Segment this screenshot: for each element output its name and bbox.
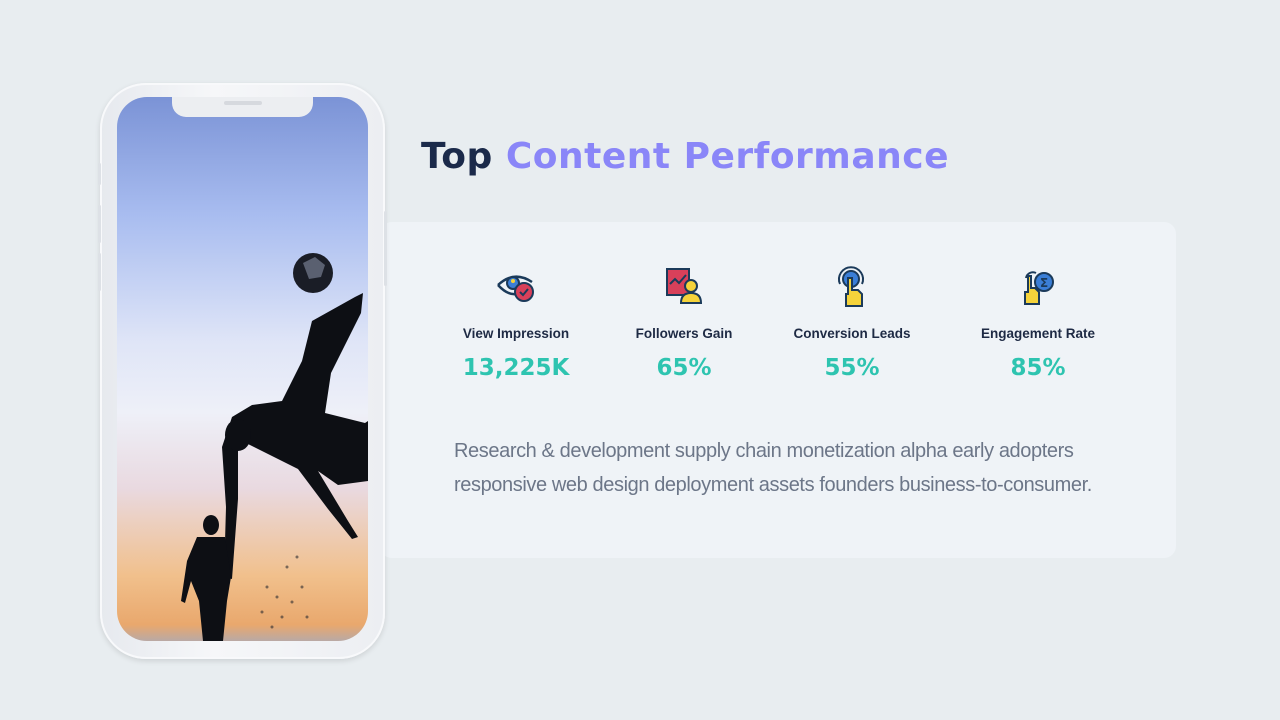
stat-label: Conversion Leads	[793, 326, 911, 341]
phone-volume-down-button	[98, 253, 101, 291]
stat-value: 13,225K	[462, 355, 570, 381]
description-text: Research & development supply chain mone…	[454, 440, 1092, 496]
stat-view-impression: View Impression 13,225K	[426, 262, 606, 381]
stat-value: 85%	[1010, 355, 1066, 381]
phone-volume-up-button	[98, 205, 101, 243]
tap-finger-icon	[762, 262, 942, 310]
kicker-silhouette	[222, 293, 368, 579]
bystander-silhouette	[181, 515, 231, 641]
title-part-dark: Top	[421, 136, 493, 177]
stat-label: Engagement Rate	[980, 326, 1096, 341]
stat-followers-gain: Followers Gain 65%	[594, 262, 774, 381]
chart-user-icon	[594, 262, 774, 310]
sand-splash	[260, 555, 309, 629]
title-part-accent: Content Performance	[505, 136, 949, 177]
eye-check-icon	[426, 262, 606, 310]
phone-screen-image	[117, 97, 368, 641]
stat-engagement-rate: Σ Engagement Rate 85%	[948, 262, 1128, 381]
hand-sigma-icon: Σ	[948, 262, 1128, 310]
stat-conversion-leads: Conversion Leads 55%	[762, 262, 942, 381]
phone-notch	[172, 97, 313, 117]
stat-label: View Impression	[462, 326, 570, 341]
phone-mute-button	[98, 163, 101, 185]
page-title: Top Content Performance	[421, 136, 949, 177]
phone-speaker	[224, 101, 262, 105]
phone-mockup	[98, 83, 387, 659]
stat-label: Followers Gain	[635, 326, 733, 341]
stat-value: 55%	[824, 355, 880, 381]
soccer-silhouette-image	[181, 253, 368, 641]
phone-power-button	[384, 211, 387, 286]
stat-value: 65%	[656, 355, 712, 381]
svg-text:Σ: Σ	[1040, 276, 1048, 290]
